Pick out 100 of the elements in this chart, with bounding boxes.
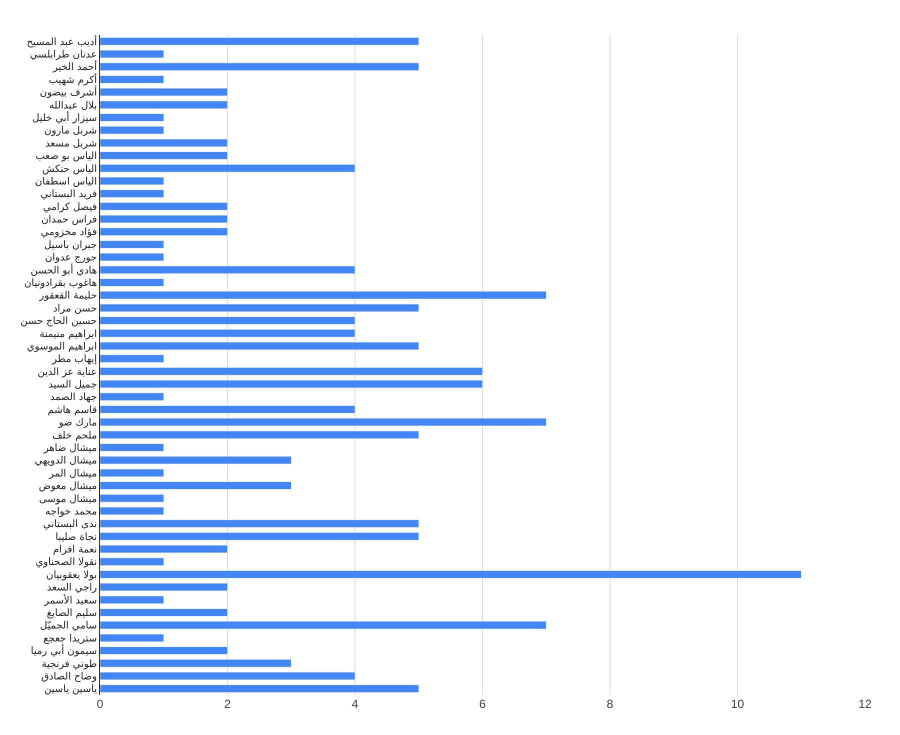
y-tick-label: بولا يعقوبيان <box>46 570 97 581</box>
y-tick-label: الياس بو صعب <box>35 151 97 162</box>
bar <box>100 646 228 655</box>
y-tick-label: نعمة افرام <box>53 544 97 556</box>
y-tick-label: سيمون أبي رميا <box>30 644 97 658</box>
bar <box>100 583 228 592</box>
y-tick-label: إيهاب مطر <box>51 354 98 366</box>
x-tick-label: 6 <box>479 697 486 711</box>
bar <box>100 202 228 210</box>
y-tick-label: نقولا الصحناوي <box>35 557 97 568</box>
bar <box>100 75 164 84</box>
bar <box>100 608 228 617</box>
y-tick-label: ميشال ضاهر <box>42 443 97 454</box>
y-tick-label: سيزار أبي خليل <box>32 111 97 124</box>
bar <box>100 558 164 566</box>
bar <box>100 88 228 96</box>
y-tick-label: راجي السعد <box>46 582 98 594</box>
y-tick-label: سامي الجميّل <box>40 620 97 632</box>
bar <box>100 405 356 414</box>
y-tick-label: فراس حمدان <box>41 214 98 226</box>
y-tick-label: جهاد الصمد <box>50 392 97 404</box>
bar <box>100 380 483 388</box>
bar <box>100 634 164 642</box>
y-tick-label: ميشال المر <box>48 468 97 480</box>
bar <box>100 342 419 350</box>
bar <box>100 228 228 236</box>
bar <box>100 672 356 680</box>
bar <box>100 570 802 578</box>
y-tick-label: فريد البستاني <box>40 189 98 200</box>
y-tick-label: نجاة صليبا <box>55 532 97 543</box>
bar <box>100 418 546 426</box>
bar <box>100 176 164 186</box>
bar <box>100 354 164 363</box>
y-tick-label: ميشال موسى <box>38 494 97 505</box>
bar <box>100 190 164 198</box>
y-tick-label: شربل مارون <box>44 126 97 137</box>
bar <box>100 367 483 376</box>
bar <box>100 37 419 46</box>
bar <box>100 621 546 630</box>
bar <box>100 138 228 147</box>
y-tick-label: ابراهيم الموسوي <box>26 341 97 352</box>
y-tick-label: سليم الصايغ <box>46 608 97 619</box>
bar <box>100 494 164 502</box>
y-tick-label: ندى البستاني <box>43 519 97 530</box>
bar <box>100 266 356 274</box>
y-tick-label: أديب عبد المسيح <box>26 34 98 48</box>
x-tick-label: 4 <box>352 697 359 711</box>
bar <box>100 506 164 516</box>
bar <box>100 430 419 439</box>
y-tick-label: حسين الحاج حسن <box>20 316 97 328</box>
y-tick-label: جميل السيد <box>48 380 97 391</box>
y-tick-label: قاسم هاشم <box>48 404 98 416</box>
y-tick-label: الياس حنكش <box>42 164 97 175</box>
y-tick-label: ميشال الدويهي <box>34 456 97 467</box>
y-tick-label: محمد خواجه <box>45 506 97 518</box>
bar <box>100 214 228 224</box>
bar <box>100 468 164 477</box>
y-tick-label: هادي أبو الحسن <box>30 263 97 276</box>
x-tick-label: 8 <box>606 697 614 711</box>
bar <box>100 329 356 338</box>
bar <box>100 62 419 71</box>
bar <box>100 532 419 540</box>
bar <box>100 164 356 172</box>
y-tick-label: أحمد الخير <box>52 60 98 74</box>
y-tick-label: ياسين ياسين <box>44 684 98 696</box>
bar <box>100 520 419 528</box>
bar <box>100 304 419 312</box>
y-tick-label: ستريدا جعجع <box>43 633 97 644</box>
bar <box>100 240 164 248</box>
y-tick-label: أكرم شهيب <box>48 72 98 86</box>
y-tick-label: وضاح الصادق <box>41 671 98 682</box>
x-tick-label: 10 <box>730 697 744 711</box>
x-tick-label: 12 <box>858 697 872 711</box>
y-tick-label: طوني فرنجية <box>42 658 98 670</box>
y-tick-label: فؤاد مخزومي <box>40 227 98 238</box>
bar <box>100 100 228 109</box>
x-tick-label: 2 <box>224 697 232 711</box>
bar <box>100 659 292 668</box>
bar <box>100 544 228 554</box>
y-tick-label: ملحم خلف <box>52 430 97 442</box>
y-tick-label: حليمة القعقور <box>38 290 97 302</box>
y-tick-label: جبران باسيل <box>44 240 97 251</box>
y-tick-label: عناية عز الدين <box>38 366 97 378</box>
y-tick-label: ابراهيم منيمنة <box>39 328 97 340</box>
y-tick-label: أشرف بيضون <box>40 86 98 99</box>
bar <box>100 392 164 401</box>
bar <box>100 253 164 262</box>
y-tick-label: جورج عدوان <box>45 252 97 264</box>
bar <box>100 126 164 134</box>
y-tick-label: عدنان طرابلسي <box>30 50 97 61</box>
bar <box>100 50 164 58</box>
y-tick-label: سعيد الأسمر <box>43 593 97 606</box>
bar <box>100 152 228 160</box>
bar <box>100 291 546 300</box>
y-tick-label: الياس اسطفان <box>34 176 97 188</box>
y-tick-label: شربل مسعد <box>45 138 97 150</box>
bar <box>100 278 164 287</box>
y-tick-label: ميشال معوض <box>38 481 97 492</box>
bar <box>100 684 419 693</box>
y-tick-label: بلال عبدالله <box>49 100 97 112</box>
